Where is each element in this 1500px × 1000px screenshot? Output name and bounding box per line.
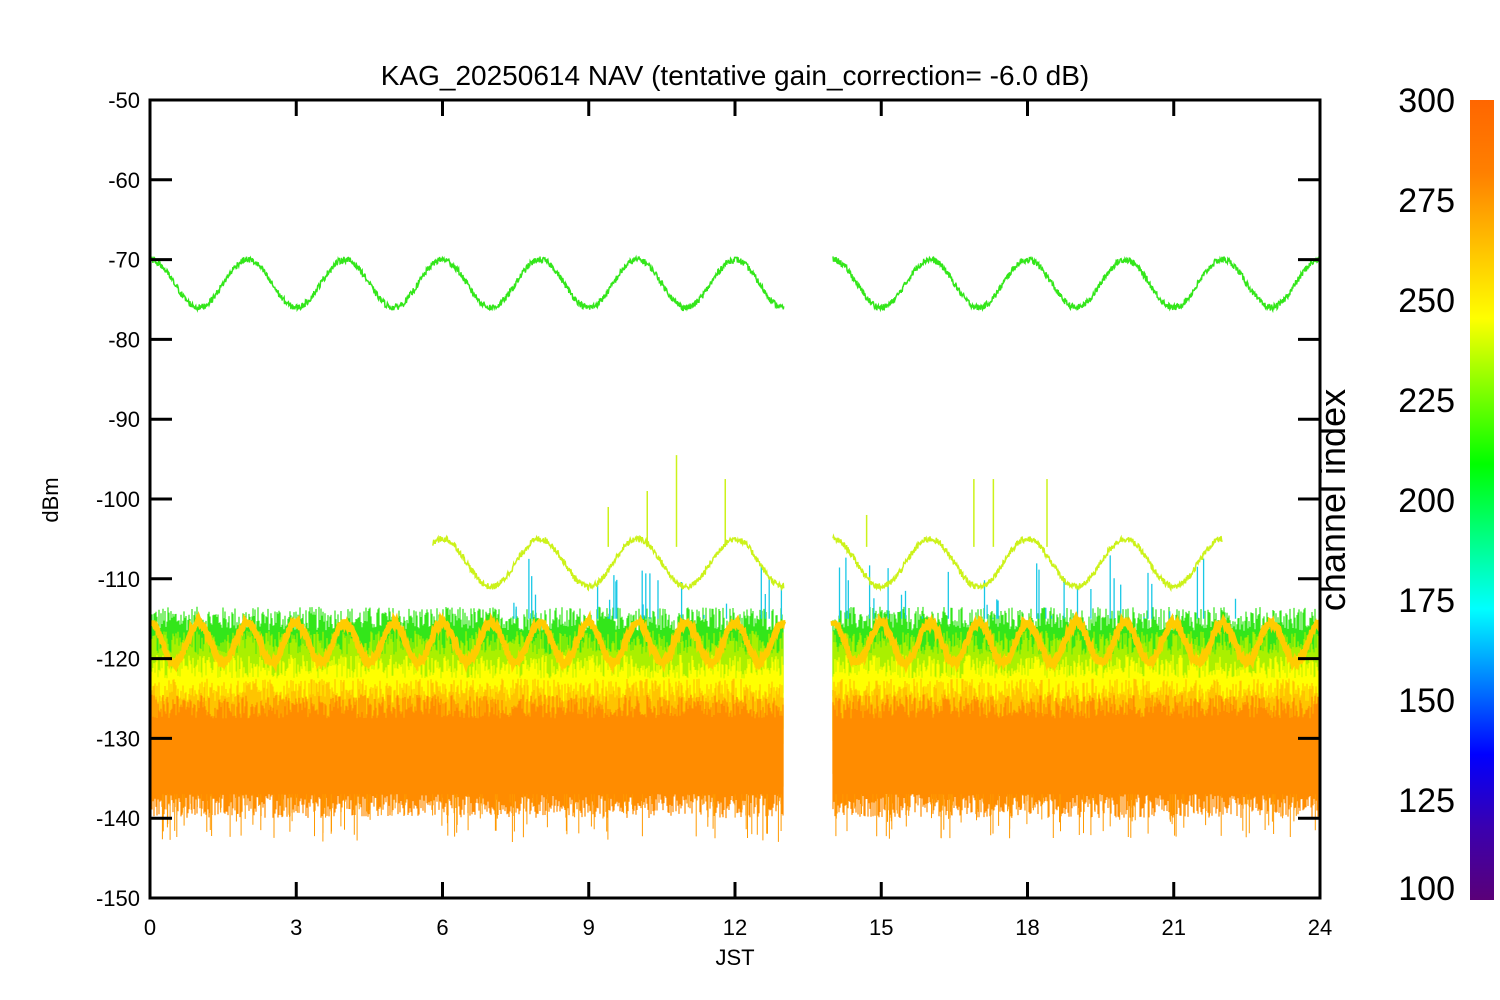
noise-band-4 [150,694,1320,819]
colorbar-tick-label: 175 [1398,582,1455,620]
x-tick-label: 21 [1162,915,1186,940]
x-tick-label: 9 [583,915,595,940]
colorbar-scale [1470,100,1494,900]
colorbar: 300 275 250 225 200 175 150 125 100 channel inde… [1312,82,1494,908]
y-tick-label: -120 [96,647,140,672]
y-tick-label: -80 [108,327,140,352]
y-tick-label: -50 [108,88,140,113]
colorbar-tick-label: 225 [1398,382,1455,420]
series-1-line [432,533,1223,593]
colorbar-tick-label: 125 [1398,782,1455,820]
x-tick-label: 18 [1015,915,1039,940]
y-tick-label: -140 [96,806,140,831]
colorbar-tick-label: 100 [1398,870,1455,908]
colorbar-tick-label: 275 [1398,182,1455,220]
x-tick-label: 12 [723,915,747,940]
x-tick-label: 15 [869,915,893,940]
colorbar-tick-label: 250 [1398,282,1455,320]
y-axis-label: dBm [38,477,63,522]
x-tick-label: 24 [1308,915,1332,940]
x-tick-label: 0 [144,915,156,940]
colorbar-tick-label: 200 [1398,482,1455,520]
data-layer [150,254,1320,842]
x-tick-label: 6 [436,915,448,940]
y-tick-label: -70 [108,248,140,273]
y-tick-label: -150 [96,886,140,911]
colorbar-tick-label: 300 [1398,82,1455,120]
cyan-spikes [513,555,1237,619]
x-axis: 0 3 6 9 12 15 18 21 24 [144,100,1332,940]
x-axis-label: JST [715,945,754,970]
low-spikes [161,794,1316,842]
y-tick-label: -60 [108,168,140,193]
colorbar-label: channel index [1312,389,1353,611]
x-tick-label: 3 [290,915,302,940]
colorbar-tick-label: 150 [1398,682,1455,720]
y-tick-label: -90 [108,407,140,432]
series-2-line [150,610,1320,675]
series-0-line [150,254,1320,314]
chart-title: KAG_20250614 NAV (tentative gain_correct… [381,60,1089,91]
y-tick-label: -110 [98,567,140,592]
y-tick-label: -100 [96,487,140,512]
y-tick-label: -130 [96,726,140,751]
y-axis: -50 -60 -70 -80 -90 -100 -110 -120 -130 -140 -150 [96,88,1320,911]
